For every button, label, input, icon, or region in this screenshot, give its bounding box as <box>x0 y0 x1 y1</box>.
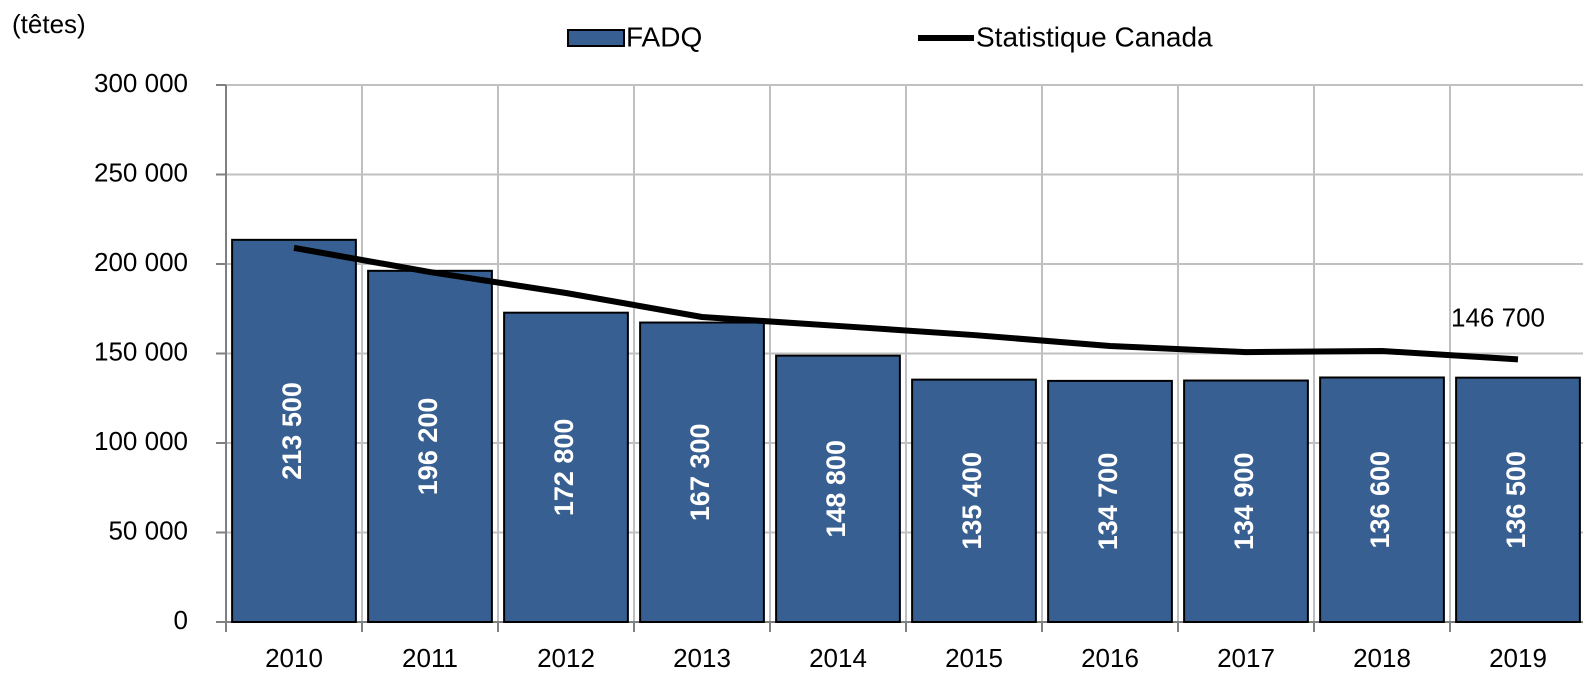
x-tick-label: 2012 <box>537 643 595 673</box>
y-tick-label: 250 000 <box>94 157 188 187</box>
bar-value-label: 172 800 <box>549 419 579 517</box>
y-tick-label: 100 000 <box>94 426 188 456</box>
bar <box>367 269 493 623</box>
bar-value-label: 167 300 <box>685 423 715 521</box>
x-tick-label: 2015 <box>945 643 1003 673</box>
y-tick-label: 0 <box>174 605 188 635</box>
y-tick-label: 300 000 <box>94 68 188 98</box>
bar <box>503 311 629 623</box>
x-tick-label: 2019 <box>1489 643 1547 673</box>
x-tick-label: 2017 <box>1217 643 1275 673</box>
x-tick-label: 2013 <box>673 643 731 673</box>
line <box>293 244 1519 363</box>
bar-value-label: 135 400 <box>957 452 987 550</box>
x-tick-label: 2016 <box>1081 643 1139 673</box>
line-value-label: 146 700 <box>1451 302 1545 332</box>
bar-value-label: 136 500 <box>1501 451 1531 549</box>
bar-value-label: 196 200 <box>413 398 443 496</box>
bar-value-label: 213 500 <box>277 382 307 480</box>
bar <box>911 378 1037 623</box>
bar-value-label: 136 600 <box>1365 451 1395 549</box>
bar-value-label: 134 900 <box>1229 452 1259 550</box>
x-tick-label: 2014 <box>809 643 867 673</box>
bar <box>1319 376 1445 623</box>
x-tick-label: 2018 <box>1353 643 1411 673</box>
x-tick-label: 2010 <box>265 643 323 673</box>
y-axis-label: (têtes) <box>12 9 86 39</box>
y-tick-label: 50 000 <box>108 515 188 545</box>
x-tick-label: 2011 <box>402 643 458 673</box>
bar <box>639 321 765 623</box>
bar <box>1183 379 1309 623</box>
bar <box>231 238 357 624</box>
bar-value-label: 148 800 <box>821 440 851 538</box>
bar <box>775 354 901 623</box>
bar-value-label: 134 700 <box>1093 453 1123 551</box>
legend-swatch <box>567 29 625 47</box>
bar <box>1047 379 1173 623</box>
legend-label: Statistique Canada <box>976 21 1213 52</box>
y-tick-label: 200 000 <box>94 247 188 277</box>
legend-label: FADQ <box>626 21 702 52</box>
bar <box>1455 376 1581 624</box>
y-tick-label: 150 000 <box>94 336 188 366</box>
